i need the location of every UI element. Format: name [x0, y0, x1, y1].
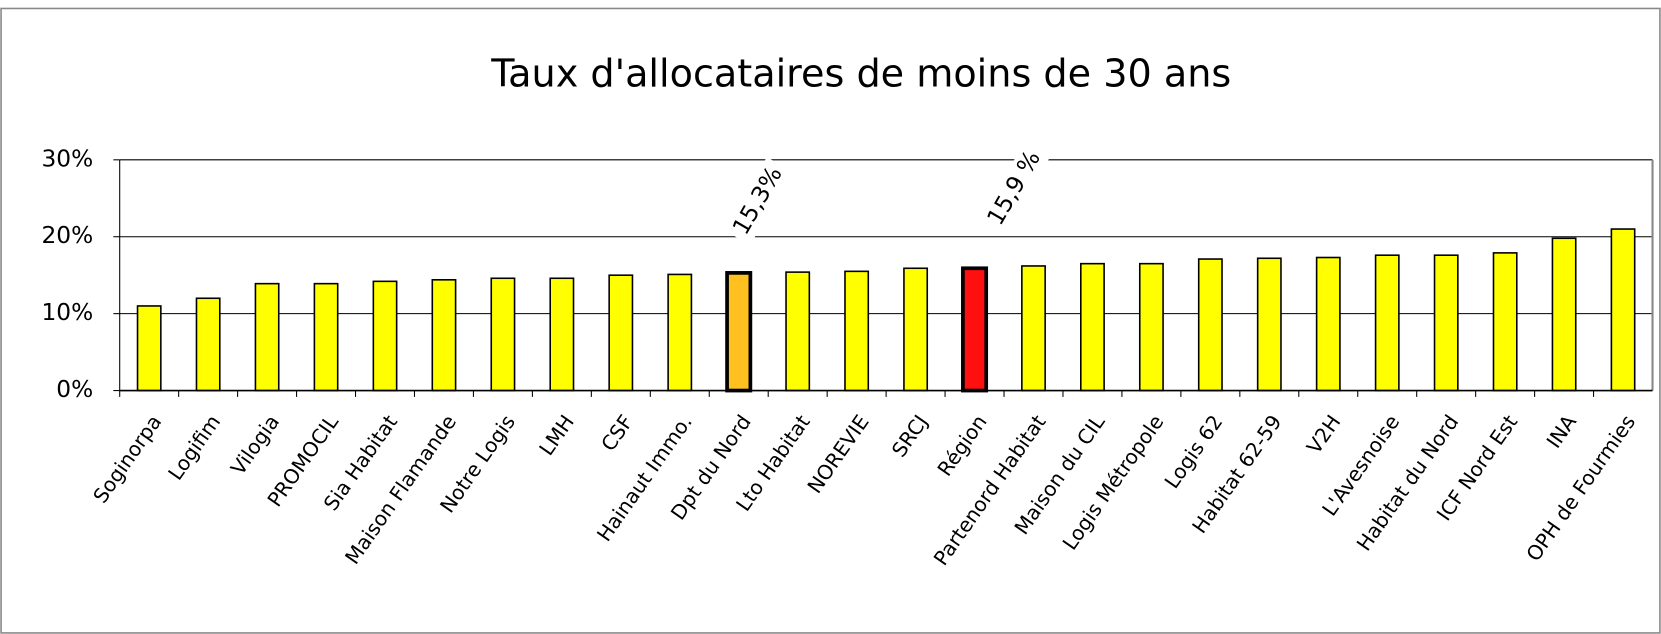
- bar: [785, 271, 811, 392]
- bar: [1080, 262, 1105, 392]
- bar: [844, 270, 870, 392]
- bar: [1492, 252, 1518, 392]
- bar: [1374, 254, 1400, 392]
- bar: [136, 305, 162, 392]
- y-tick-label: 20%: [41, 222, 93, 249]
- bar: [490, 277, 516, 392]
- bar: [1138, 262, 1164, 392]
- bar: [1610, 228, 1636, 392]
- bar: [725, 271, 753, 393]
- chart-title: Taux d'allocataires de moins de 30 ans: [490, 52, 1231, 96]
- bar: [1551, 237, 1577, 392]
- bar: [961, 266, 989, 393]
- bar: [313, 282, 339, 392]
- y-tick-label: 0%: [56, 376, 93, 403]
- bar: [431, 279, 457, 392]
- y-tick-label: 30%: [41, 145, 93, 172]
- chart-border: [0, 7, 1661, 634]
- bar: [549, 277, 575, 392]
- y-tick-label: 10%: [41, 299, 93, 326]
- annotation-bg: [724, 157, 793, 246]
- bar: [1197, 258, 1223, 392]
- bar: [1021, 265, 1046, 392]
- bar: [372, 280, 398, 392]
- bar: [903, 267, 929, 392]
- bar: [608, 274, 634, 392]
- annotation-bg: [980, 144, 1049, 233]
- bar: [1433, 254, 1459, 392]
- bar: [195, 297, 221, 392]
- bar: [1256, 257, 1282, 392]
- bar: [1315, 256, 1341, 392]
- bar: [667, 273, 693, 392]
- bar: [254, 282, 280, 392]
